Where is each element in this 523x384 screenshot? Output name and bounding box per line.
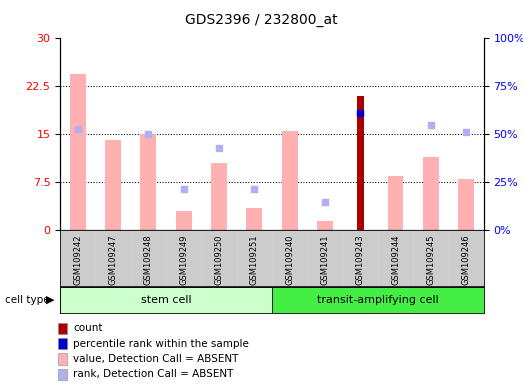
Text: GSM109250: GSM109250: [214, 235, 223, 285]
Text: GDS2396 / 232800_at: GDS2396 / 232800_at: [185, 13, 338, 27]
Text: count: count: [73, 323, 103, 333]
Text: GSM109240: GSM109240: [285, 235, 294, 285]
Bar: [458, 179, 474, 230]
Bar: [317, 221, 333, 230]
Text: GSM109251: GSM109251: [250, 235, 259, 285]
Text: GSM109242: GSM109242: [73, 235, 82, 285]
Text: GSM109244: GSM109244: [391, 235, 400, 285]
Bar: [70, 74, 86, 230]
FancyBboxPatch shape: [272, 287, 484, 313]
Text: GSM109241: GSM109241: [321, 235, 329, 285]
Text: ▶: ▶: [47, 295, 55, 305]
Bar: [282, 131, 298, 230]
Bar: [105, 139, 121, 230]
FancyBboxPatch shape: [60, 287, 272, 313]
Bar: [423, 157, 439, 230]
Bar: [211, 163, 227, 230]
Text: stem cell: stem cell: [141, 295, 191, 305]
Text: percentile rank within the sample: percentile rank within the sample: [73, 339, 249, 349]
Bar: [357, 96, 364, 230]
Bar: [388, 176, 403, 230]
Text: GSM109246: GSM109246: [462, 235, 471, 285]
Text: GSM109248: GSM109248: [144, 235, 153, 285]
Text: rank, Detection Call = ABSENT: rank, Detection Call = ABSENT: [73, 369, 234, 379]
Text: cell type: cell type: [5, 295, 50, 305]
Bar: [246, 208, 262, 230]
Text: transit-amplifying cell: transit-amplifying cell: [317, 295, 439, 305]
Text: GSM109245: GSM109245: [426, 235, 435, 285]
Text: value, Detection Call = ABSENT: value, Detection Call = ABSENT: [73, 354, 238, 364]
Text: GSM109247: GSM109247: [109, 235, 118, 285]
Bar: [141, 134, 156, 230]
Bar: [176, 211, 191, 230]
Text: GSM109249: GSM109249: [179, 235, 188, 285]
Text: GSM109243: GSM109243: [356, 235, 365, 285]
